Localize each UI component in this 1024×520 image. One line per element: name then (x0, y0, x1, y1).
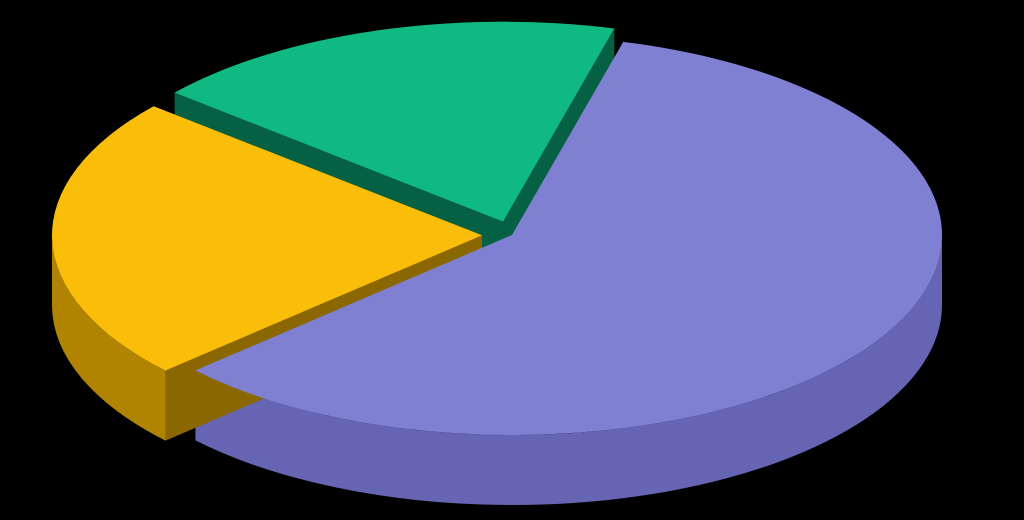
pie-chart-3d (0, 0, 1024, 520)
